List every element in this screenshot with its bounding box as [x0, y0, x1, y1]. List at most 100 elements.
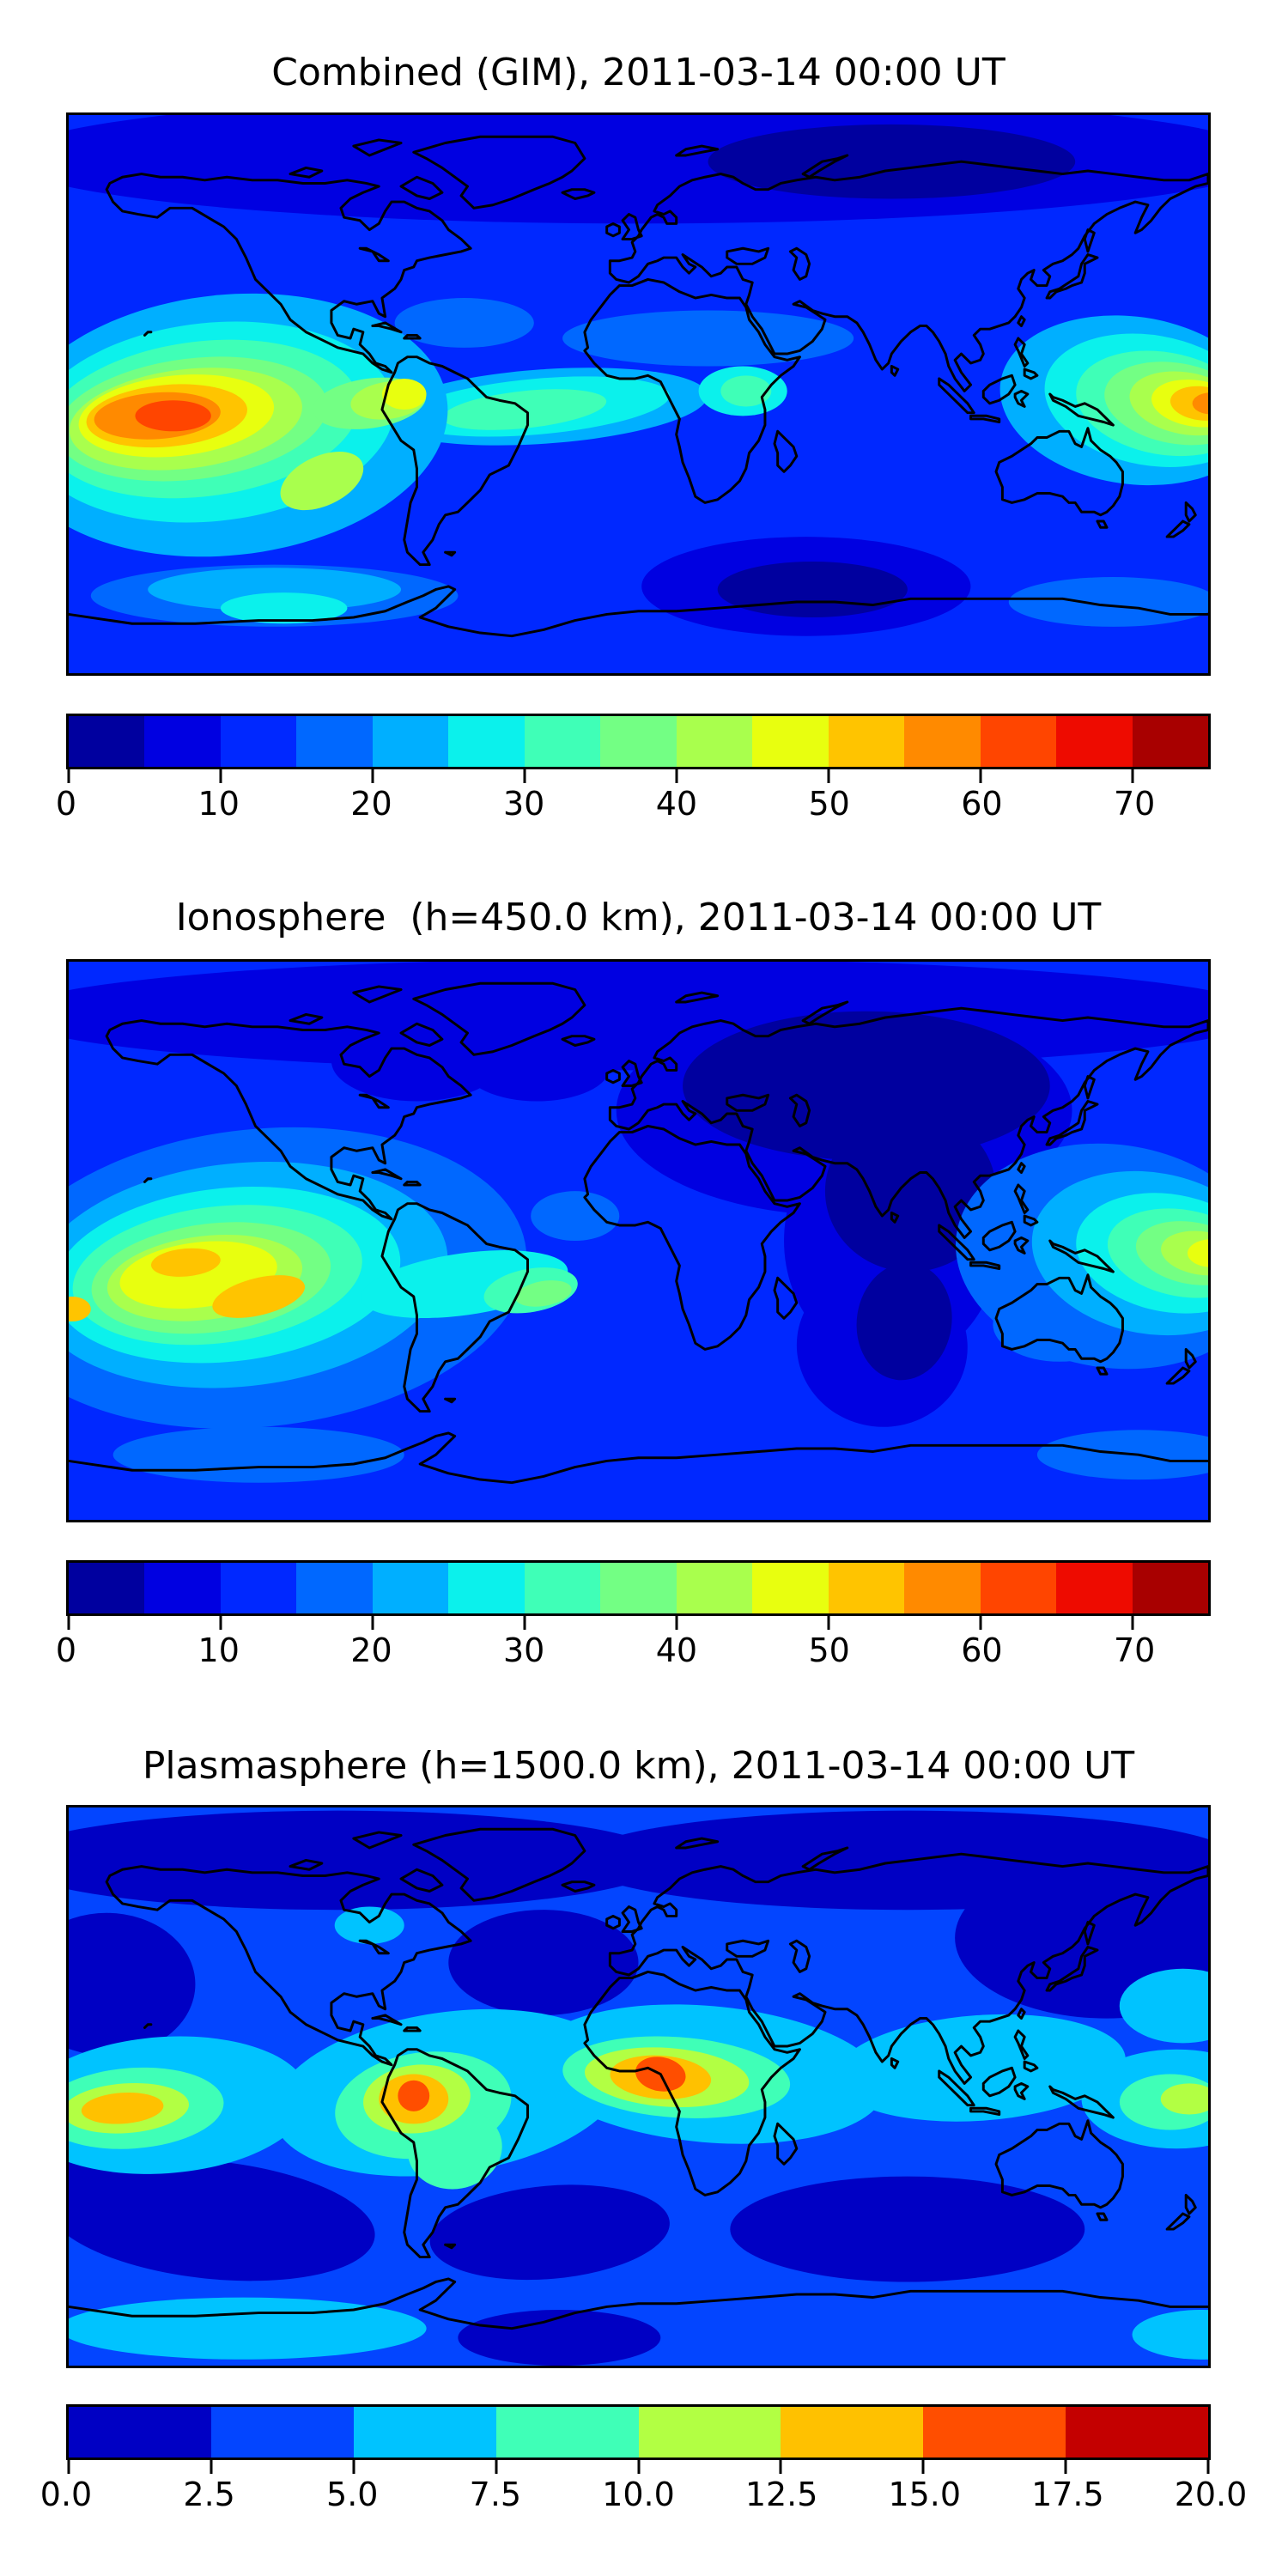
colorbar-segment	[781, 2407, 924, 2458]
colorbar-tick-label: 70	[1113, 785, 1156, 823]
coastline-path	[69, 135, 1208, 638]
map-canvas	[69, 962, 1208, 1520]
colorbar-tick	[827, 768, 830, 783]
colorbar-tick	[675, 1614, 678, 1630]
contour-band	[381, 378, 427, 410]
colorbar-tick-label: 40	[655, 1631, 698, 1669]
colorbar-tick-label: 2.5	[183, 2476, 235, 2513]
contour-band	[531, 1191, 620, 1241]
contour-band	[69, 2297, 427, 2360]
colorbar-tick-label: 7.5	[469, 2476, 522, 2513]
colorbar-segment	[980, 1563, 1057, 1613]
colorbar-tick-label: 20.0	[1174, 2476, 1248, 2513]
contour-band	[824, 1110, 997, 1273]
contour-band	[334, 1906, 404, 1944]
colorbar-ionosphere	[66, 1560, 1211, 1630]
colorbar-tick-label: 70	[1113, 1631, 1156, 1669]
contour-band	[1132, 2310, 1208, 2360]
colorbar-segment	[904, 1563, 981, 1613]
contour-band	[448, 1910, 639, 2015]
contour-band	[708, 124, 1076, 199]
contour-band	[331, 1020, 503, 1102]
coastline-path	[69, 1827, 1208, 2330]
colorbar-tick-label: 15.0	[888, 2476, 962, 2513]
contour-band	[1188, 1239, 1208, 1267]
colorbar-tick-label: 60	[961, 1631, 1003, 1669]
colorbar-tick	[210, 2458, 213, 2474]
colorbar-tick-label: 10	[197, 1631, 240, 1669]
contour-band	[1036, 1430, 1208, 1480]
panel-title-ionosphere: Ionosphere (h=450.0 km), 2011-03-14 00:0…	[175, 896, 1102, 939]
contour-band	[69, 1810, 671, 1911]
map-canvas	[69, 1807, 1208, 2366]
colorbar-segment	[448, 1563, 525, 1613]
colorbar-tick-label: 30	[503, 785, 545, 823]
contour-band	[1160, 2083, 1208, 2115]
colorbar-segment	[676, 716, 753, 767]
colorbar-segment	[752, 716, 829, 767]
contour-band	[394, 298, 534, 348]
colorbar-segment	[353, 2407, 496, 2458]
colorbar-segment	[676, 1563, 753, 1613]
world-map-plasmasphere	[66, 1805, 1211, 2368]
colorbar-labels-plasmasphere: 0.0 2.5 5.0 7.5 10.0 12.5 15.0 17.5 20.0	[40, 2476, 1248, 2518]
colorbar-segment	[495, 2407, 639, 2458]
contour-band	[429, 2184, 670, 2281]
colorbar-tick	[371, 1614, 374, 1630]
colorbar-segment	[904, 716, 981, 767]
contour-band	[1119, 1968, 1208, 2044]
contour-band	[562, 310, 854, 367]
contour-band	[398, 2080, 430, 2111]
colorbar-segment	[524, 716, 601, 767]
colorbar-segment	[638, 2407, 781, 2458]
colorbar-tick-label: 30	[503, 1631, 545, 1669]
world-map-combined	[66, 112, 1211, 676]
contour-band	[458, 2310, 661, 2366]
colorbar-segment	[296, 716, 373, 767]
colorbar-segment	[296, 1563, 373, 1613]
contour-band	[280, 452, 364, 511]
colorbar-tick	[371, 768, 374, 783]
contour-band	[835, 2014, 1126, 2122]
colorbar-segment	[1132, 716, 1209, 767]
contour-band	[1008, 577, 1208, 627]
contour-band	[69, 1912, 196, 2056]
contour-band	[69, 962, 1208, 1071]
colorbar-segment	[1056, 1563, 1133, 1613]
colorbar-tick	[495, 2458, 498, 2474]
colorbar-tick	[352, 2458, 355, 2474]
contour-band	[1192, 392, 1208, 415]
colorbar-segment	[69, 2407, 211, 2458]
colorbar-tick-label: 50	[808, 785, 850, 823]
colorbar-segment	[1132, 1563, 1209, 1613]
colorbar-tick-label: 0.0	[39, 2476, 93, 2513]
colorbar-combined	[66, 714, 1211, 783]
colorbar-tick-label: 5.0	[326, 2476, 379, 2513]
colorbar-tick	[523, 768, 526, 783]
colorbar-tick	[979, 768, 982, 783]
contour-band	[730, 2176, 1085, 2282]
colorbar-tick-label: 60	[961, 785, 1003, 823]
contour-band	[717, 562, 908, 617]
colorbar-segment	[980, 716, 1057, 767]
colorbar-segment	[600, 716, 677, 767]
colorbar-segment	[372, 1563, 449, 1613]
contour-band	[112, 1426, 404, 1483]
colorbar-plasmasphere	[66, 2404, 1211, 2474]
colorbar-tick	[1131, 768, 1134, 783]
colorbar-segment	[524, 1563, 601, 1613]
colorbar-segment	[220, 716, 297, 767]
colorbar-tick-label: 50	[808, 1631, 850, 1669]
colorbar-segment	[828, 716, 905, 767]
colorbar-tick-label: 17.5	[1031, 2476, 1104, 2513]
colorbar-tick	[67, 2458, 70, 2474]
panel-title-plasmasphere: Plasmasphere (h=1500.0 km), 2011-03-14 0…	[142, 1744, 1135, 1788]
colorbar-tick	[675, 768, 678, 783]
colorbar-segment	[752, 1563, 829, 1613]
contour-band	[515, 1280, 572, 1307]
colorbar-segment	[600, 1563, 677, 1613]
map-canvas	[69, 115, 1208, 673]
colorbar-segment	[144, 1563, 221, 1613]
colorbar-tick	[921, 2458, 925, 2474]
